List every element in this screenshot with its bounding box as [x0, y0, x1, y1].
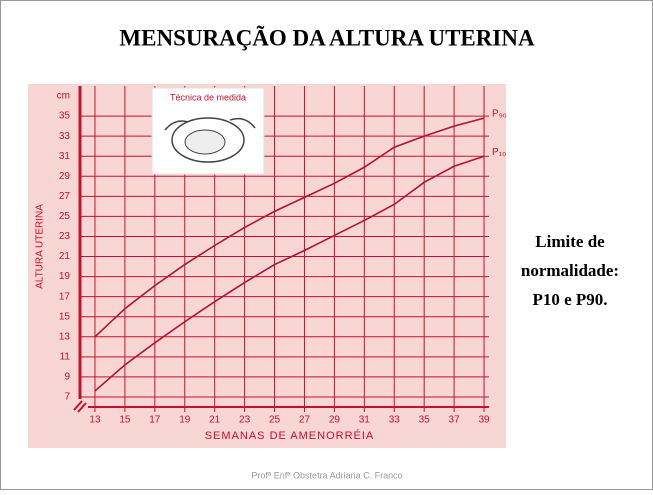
x-tick-label: 19 [179, 415, 191, 426]
x-tick-label: 21 [209, 415, 221, 426]
x-tick-label: 23 [239, 415, 251, 426]
x-tick-label: 37 [449, 415, 461, 426]
y-tick-label: 27 [59, 191, 71, 202]
y-tick-label: 15 [59, 311, 71, 322]
x-axis-label: SEMANAS DE AMENORRÉIA [205, 429, 375, 442]
y-tick-label: 13 [59, 331, 71, 342]
side-note: P10 e P90. [532, 290, 607, 309]
x-tick-label: 29 [329, 415, 341, 426]
axis-break [73, 400, 87, 413]
series-label: P₉₀ [492, 109, 507, 120]
x-tick-label: 35 [419, 415, 431, 426]
x-tick-label: 15 [119, 415, 131, 426]
inset-drawing [171, 117, 245, 163]
y-tick-label: 29 [59, 171, 71, 182]
y-tick-label: 11 [60, 351, 71, 362]
y-tick-label: 35 [59, 111, 71, 122]
x-tick-label: 27 [299, 415, 311, 426]
x-tick-label: 17 [149, 415, 161, 426]
side-note: normalidade: [521, 261, 619, 280]
y-tick-label: 25 [59, 211, 71, 222]
x-tick-label: 31 [359, 415, 371, 426]
x-tick-label: 13 [89, 415, 101, 426]
y-tick-label: 19 [59, 271, 71, 282]
y-tick-label: 7 [64, 392, 70, 403]
side-note: Limite de [535, 232, 605, 251]
y-axis-label: ALTURA UTERINA [35, 204, 46, 289]
x-tick-label: 33 [389, 415, 401, 426]
slide-title: MENSURAÇÃO DA ALTURA UTERINA [119, 25, 535, 50]
y-tick-label: 31 [59, 151, 71, 162]
y-tick-label: 9 [64, 372, 70, 383]
y-tick-label: 17 [59, 291, 71, 302]
y-tick-label: 33 [59, 131, 71, 142]
y-unit: cm [57, 91, 70, 102]
series-line [94, 155, 485, 392]
chart: 7 9 11 13 15 17 19 21 23 25 27 29 31 33 35 13 15 17 19 21 23… [35, 86, 507, 442]
series-line [94, 117, 485, 338]
inset-drawing [184, 129, 226, 155]
x-tick-label: 25 [269, 415, 281, 426]
inset-label: Técnica de medida [170, 92, 246, 102]
y-tick-label: 21 [59, 251, 71, 262]
inset-drawing [164, 117, 256, 131]
series-label: P₁₀ [492, 147, 506, 158]
y-tick-label: 23 [59, 231, 71, 242]
footer: Profª Enfª Obstetra Adriana C. Franco [251, 470, 402, 480]
chart-background [28, 84, 506, 448]
x-tick-label: 39 [478, 415, 490, 426]
